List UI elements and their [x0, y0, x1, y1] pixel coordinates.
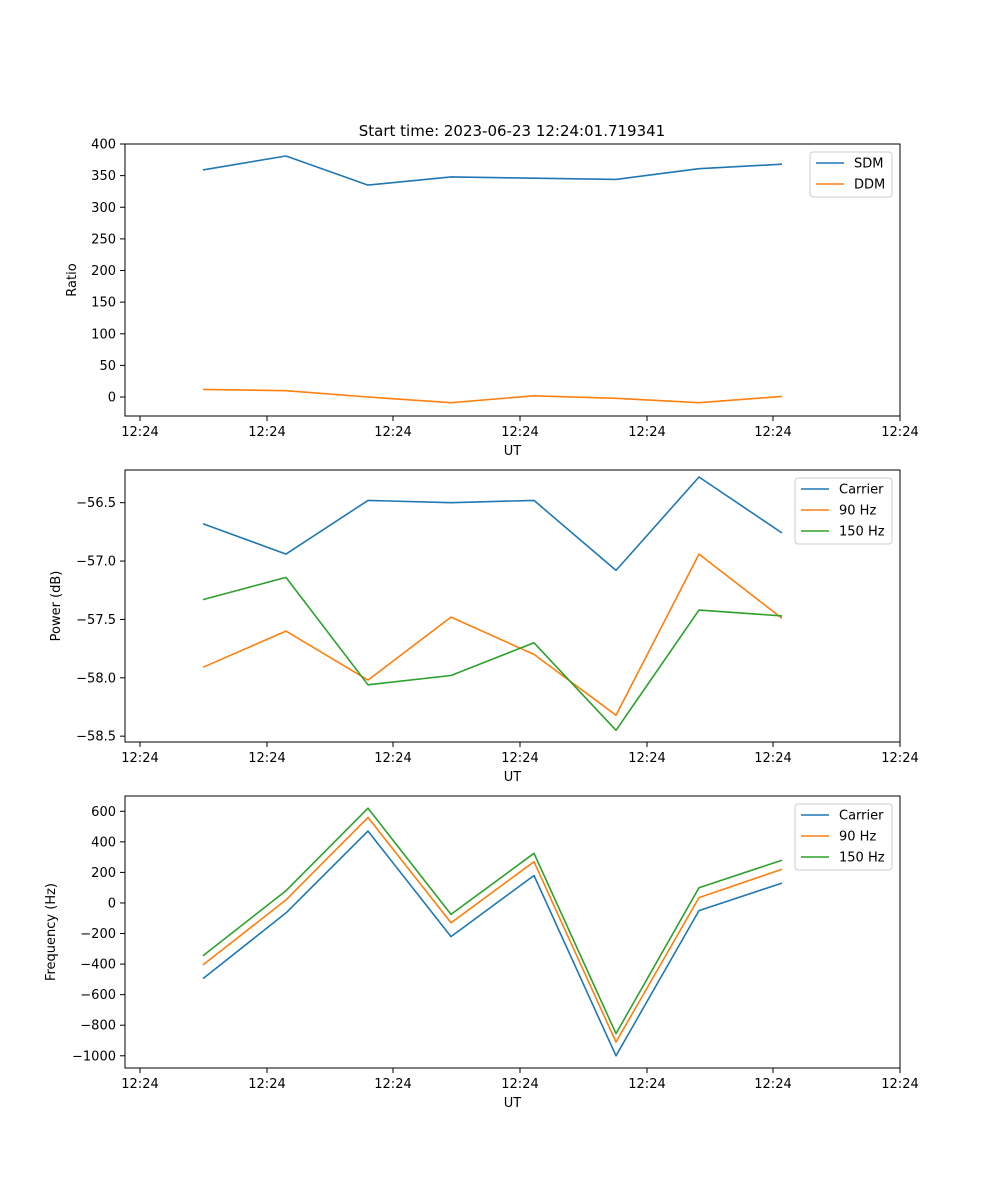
- x-tick-label: 12:24: [248, 751, 285, 766]
- axes-frame: [124, 795, 901, 1069]
- x-tick-label: 12:24: [374, 1077, 411, 1092]
- x-tick-label: 12:24: [628, 425, 665, 440]
- x-axis-label: UT: [504, 770, 522, 785]
- x-tick-label: 12:24: [628, 751, 665, 766]
- legend: Carrier 90 Hz 150 Hz: [794, 477, 893, 545]
- y-tick-label: −58.5: [76, 730, 116, 745]
- y-tick-label: −600: [80, 988, 116, 1003]
- y-tick-label: −57.5: [76, 613, 116, 628]
- series-line-carrier: [202, 830, 783, 1057]
- y-axis-label: Power (dB): [49, 571, 64, 642]
- y-tick-label: −58.0: [76, 671, 116, 686]
- y-axis-label: Ratio: [65, 263, 80, 296]
- x-tick-label: 12:24: [501, 425, 538, 440]
- series-line-90-hz: [202, 816, 783, 1043]
- x-tick-label: 12:24: [248, 1077, 285, 1092]
- x-axis-label: UT: [504, 444, 522, 459]
- x-tick-label: 12:24: [754, 425, 791, 440]
- axes-frame: [124, 143, 901, 417]
- series-line-carrier: [202, 476, 783, 572]
- legend-label: SDM: [854, 157, 883, 172]
- y-tick-label: −57.0: [76, 555, 116, 570]
- y-tick-label: −400: [80, 958, 116, 973]
- legend-label: DDM: [854, 178, 885, 193]
- y-tick-label: −800: [80, 1019, 116, 1034]
- panel-3: 12:24 12:24 12:24 12:24 12:24 12:24 12:24 −1000…: [44, 795, 919, 1111]
- legend-frame: [794, 803, 893, 871]
- figure-title: Start time: 2023-06-23 12:24:01.719341: [359, 122, 665, 140]
- x-tick-label: 12:24: [248, 425, 285, 440]
- x-tick-label: 12:24: [881, 425, 918, 440]
- y-tick-label: 150: [91, 296, 116, 311]
- series-line-150-hz: [202, 807, 783, 1035]
- y-tick-label: 300: [91, 201, 116, 216]
- x-tick-label: 12:24: [881, 751, 918, 766]
- legend-label: Carrier: [839, 809, 884, 824]
- legend-frame: [794, 477, 893, 545]
- series-line-90-hz: [202, 553, 783, 717]
- panel-2: 12:24 12:24 12:24 12:24 12:24 12:24 12:24 −58.5…: [49, 469, 919, 785]
- y-tick-label: 200: [91, 264, 116, 279]
- series-line-ddm: [202, 388, 783, 404]
- y-tick-label: 400: [91, 138, 116, 153]
- y-tick-label: 350: [91, 169, 116, 184]
- y-tick-label: −56.5: [76, 496, 116, 511]
- series-line-sdm: [202, 155, 783, 186]
- y-tick-label: 400: [91, 835, 116, 850]
- y-tick-label: 200: [91, 866, 116, 881]
- legend-label: Carrier: [839, 483, 884, 498]
- legend-label: 150 Hz: [839, 851, 885, 866]
- legend-label: 90 Hz: [839, 504, 876, 519]
- y-tick-label: 0: [108, 391, 116, 406]
- x-tick-label: 12:24: [121, 425, 158, 440]
- y-tick-label: −200: [80, 927, 116, 942]
- legend: SDM DDM: [809, 151, 893, 198]
- y-tick-label: 100: [91, 327, 116, 342]
- y-axis-label: Frequency (Hz): [44, 883, 59, 981]
- x-tick-label: 12:24: [121, 751, 158, 766]
- x-tick-label: 12:24: [374, 751, 411, 766]
- legend-label: 150 Hz: [839, 525, 885, 540]
- y-tick-label: 600: [91, 805, 116, 820]
- x-tick-label: 12:24: [754, 751, 791, 766]
- y-tick-label: 50: [99, 359, 116, 374]
- x-tick-label: 12:24: [121, 1077, 158, 1092]
- x-axis-label: UT: [504, 1096, 522, 1111]
- y-tick-label: −1000: [72, 1049, 116, 1064]
- x-tick-label: 12:24: [374, 425, 411, 440]
- x-tick-label: 12:24: [881, 1077, 918, 1092]
- y-tick-label: 250: [91, 232, 116, 247]
- x-tick-label: 12:24: [501, 1077, 538, 1092]
- series-line-150-hz: [202, 576, 783, 732]
- legend-label: 90 Hz: [839, 830, 876, 845]
- axes-frame: [124, 469, 901, 743]
- x-tick-label: 12:24: [754, 1077, 791, 1092]
- panels: 12:24 12:24 12:24 12:24 12:24 12:24 12:24 0 50 10…: [44, 138, 919, 1112]
- panel-1: 12:24 12:24 12:24 12:24 12:24 12:24 12:24 0 50 10…: [65, 138, 919, 460]
- legend: Carrier 90 Hz 150 Hz: [794, 803, 893, 871]
- x-tick-label: 12:24: [628, 1077, 665, 1092]
- x-tick-label: 12:24: [501, 751, 538, 766]
- y-tick-label: 0: [108, 896, 116, 911]
